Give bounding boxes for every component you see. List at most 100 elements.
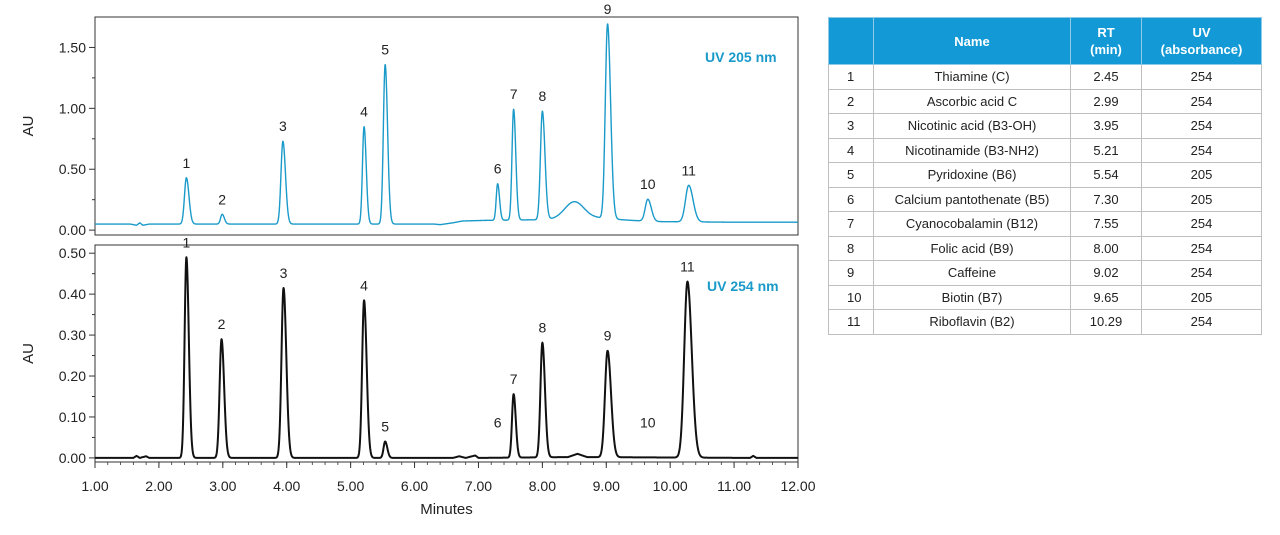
peak-label: 5 xyxy=(381,41,389,57)
cell-uv: 205 xyxy=(1141,162,1262,188)
uv-254-chromatogram-panel: 0.00 0.10 0.20 0.30 0.40 0.50 AU 1.00 2.00 3.00 4.… xyxy=(20,234,816,518)
table-row: 9 Caffeine 9.02 254 xyxy=(828,260,1262,286)
header-rt-line1: RT xyxy=(1097,25,1115,40)
cell-rt: 8.00 xyxy=(1070,235,1142,261)
cell-index: 11 xyxy=(828,309,874,335)
peak-label: 10 xyxy=(640,176,656,192)
cell-rt: 5.21 xyxy=(1070,137,1142,163)
cell-rt: 2.99 xyxy=(1070,88,1142,114)
chromatogram-figure: 0.00 0.50 1.00 1.50 AU 1 2 3 4 5 6 7 8 9 10 11 UV 205 nm… xyxy=(20,1,816,518)
header-name: Name xyxy=(873,17,1071,65)
x-tick-label: 12.00 xyxy=(780,478,815,494)
table-row: 11 Riboflavin (B2) 10.29 254 xyxy=(828,309,1262,335)
cell-name: Cyanocobalamin (B12) xyxy=(873,211,1071,237)
x-tick-label: 2.00 xyxy=(145,478,172,494)
table-header-row: Name RT (min) UV (absorbance) xyxy=(828,17,1262,65)
cell-name: Biotin (B7) xyxy=(873,284,1071,310)
x-tick-label: 7.00 xyxy=(465,478,492,494)
cell-rt: 9.02 xyxy=(1070,260,1142,286)
cell-rt: 5.54 xyxy=(1070,162,1142,188)
x-axis-title: Minutes xyxy=(420,501,473,518)
y-tick-label: 0.00 xyxy=(59,450,86,466)
cell-name: Pyridoxine (B6) xyxy=(873,162,1071,188)
vitamin-retention-table: Name RT (min) UV (absorbance) 1 Thiamine … xyxy=(828,17,1262,335)
cell-name: Caffeine xyxy=(873,260,1071,286)
x-tick-label: 10.00 xyxy=(653,478,688,494)
cell-name: Thiamine (C) xyxy=(873,64,1071,90)
cell-index: 2 xyxy=(828,88,874,114)
table-row: 10 Biotin (B7) 9.65 205 xyxy=(828,284,1262,310)
peak-label: 2 xyxy=(218,191,226,207)
cell-rt: 9.65 xyxy=(1070,284,1142,310)
cell-uv: 254 xyxy=(1141,309,1262,335)
cell-uv: 254 xyxy=(1141,113,1262,139)
peak-label: 6 xyxy=(494,161,502,177)
cell-rt: 10.29 xyxy=(1070,309,1142,335)
cell-name: Calcium pantothenate (B5) xyxy=(873,186,1071,212)
x-tick-label: 4.00 xyxy=(273,478,300,494)
cell-name: Folic acid (B9) xyxy=(873,235,1071,261)
peak-label: 5 xyxy=(381,419,389,435)
chromatogram-trace xyxy=(94,256,799,459)
x-tick-label: 8.00 xyxy=(529,478,556,494)
cell-index: 7 xyxy=(828,211,874,237)
table-row: 6 Calcium pantothenate (B5) 7.30 205 xyxy=(828,186,1262,212)
cell-index: 8 xyxy=(828,235,874,261)
cell-uv: 205 xyxy=(1141,186,1262,212)
cell-index: 6 xyxy=(828,186,874,212)
cell-uv: 254 xyxy=(1141,260,1262,286)
cell-rt: 3.95 xyxy=(1070,113,1142,139)
y-tick-label: 0.50 xyxy=(59,245,86,261)
peak-label: 11 xyxy=(680,259,695,275)
table-row: 7 Cyanocobalamin (B12) 7.55 254 xyxy=(828,211,1262,237)
table-row: 5 Pyridoxine (B6) 5.54 205 xyxy=(828,162,1262,188)
x-tick-label: 6.00 xyxy=(401,478,428,494)
table-row: 4 Nicotinamide (B3-NH2) 5.21 254 xyxy=(828,137,1262,163)
header-uv-line1: UV xyxy=(1192,25,1211,40)
y-tick-label: 0.40 xyxy=(59,286,86,302)
y-tick-label: 0.50 xyxy=(59,161,86,177)
table-row: 2 Ascorbic acid C 2.99 254 xyxy=(828,88,1262,114)
cell-index: 9 xyxy=(828,260,874,286)
header-rt: RT (min) xyxy=(1070,17,1142,65)
peak-label: 9 xyxy=(604,1,612,17)
peak-label: 4 xyxy=(360,104,368,120)
peak-label: 6 xyxy=(494,415,502,431)
y-tick-label: 0.30 xyxy=(59,327,86,343)
peak-label: 1 xyxy=(182,234,190,250)
peak-label: 10 xyxy=(640,414,656,430)
table-body: 1 Thiamine (C) 2.45 254 2 Ascorbic acid C 2.99… xyxy=(828,64,1262,335)
uv-205-chromatogram-panel: 0.00 0.50 1.00 1.50 AU 1 2 3 4 5 6 7 8 9 10 11 UV 205 nm xyxy=(20,1,799,238)
y-axis-title: AU xyxy=(20,116,37,137)
header-rt-line2: (min) xyxy=(1090,42,1122,57)
cell-uv: 254 xyxy=(1141,88,1262,114)
cell-rt: 7.30 xyxy=(1070,186,1142,212)
cell-uv: 254 xyxy=(1141,64,1262,90)
peak-label: 11 xyxy=(681,162,696,178)
peak-label: 8 xyxy=(538,320,546,336)
table-row: 1 Thiamine (C) 2.45 254 xyxy=(828,64,1262,90)
table-row: 8 Folic acid (B9) 8.00 254 xyxy=(828,235,1262,261)
y-axis-title: AU xyxy=(20,343,37,364)
header-uv-line2: (absorbance) xyxy=(1160,42,1243,57)
cell-name: Riboflavin (B2) xyxy=(873,309,1071,335)
table-row: 3 Nicotinic acid (B3-OH) 3.95 254 xyxy=(828,113,1262,139)
y-tick-label: 0.20 xyxy=(59,368,86,384)
x-tick-label: 3.00 xyxy=(209,478,236,494)
cell-name: Ascorbic acid C xyxy=(873,88,1071,114)
peak-label: 3 xyxy=(280,265,288,281)
chromatogram-trace xyxy=(94,23,799,226)
y-tick-label: 1.00 xyxy=(59,100,86,116)
wavelength-label: UV 205 nm xyxy=(705,49,777,65)
peak-label: 9 xyxy=(604,328,612,344)
x-tick-label: 1.00 xyxy=(81,478,108,494)
header-index xyxy=(828,17,874,65)
cell-index: 10 xyxy=(828,284,874,310)
plot-frame xyxy=(94,244,799,463)
peak-label: 1 xyxy=(182,155,190,171)
peak-label: 8 xyxy=(538,88,546,104)
wavelength-label: UV 254 nm xyxy=(707,278,779,294)
plot-frame xyxy=(94,16,799,236)
cell-index: 3 xyxy=(828,113,874,139)
cell-index: 1 xyxy=(828,64,874,90)
